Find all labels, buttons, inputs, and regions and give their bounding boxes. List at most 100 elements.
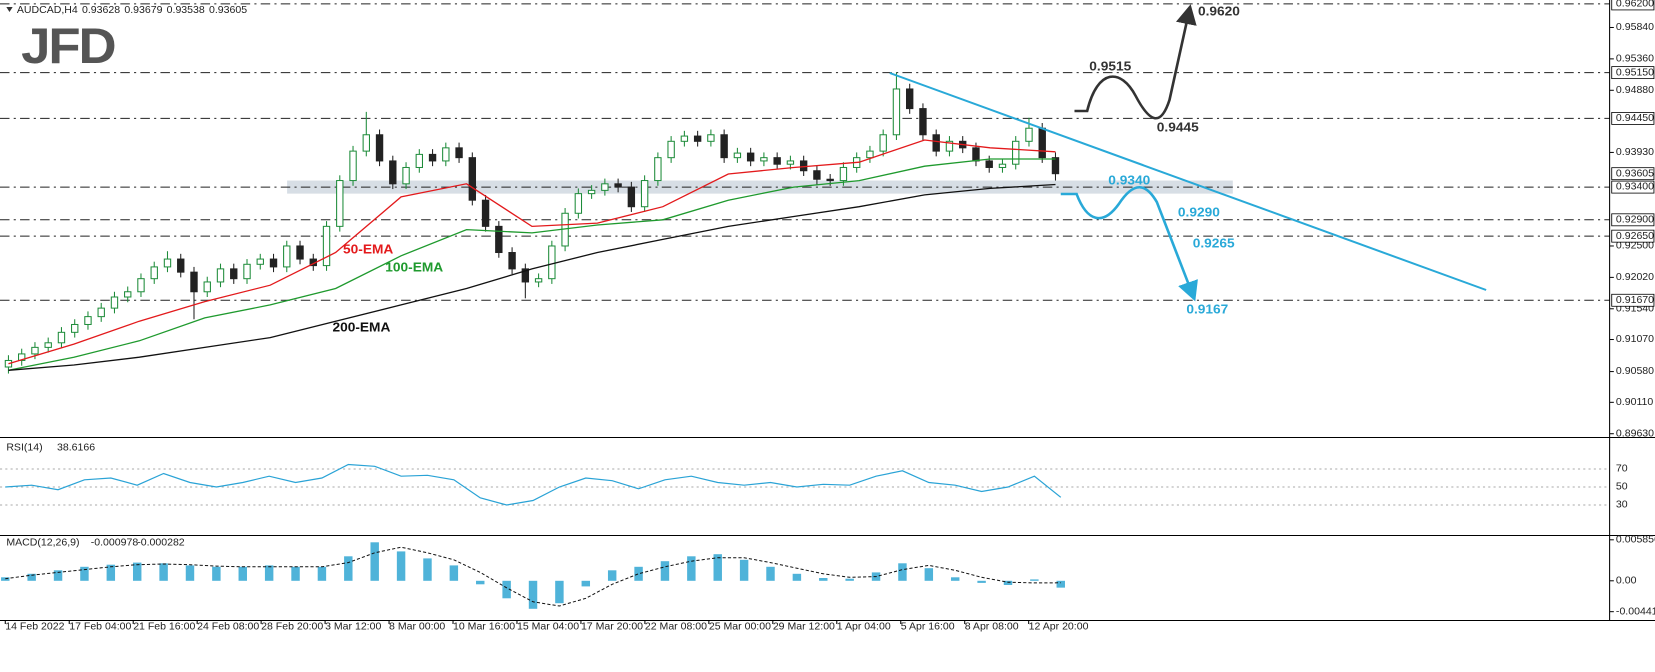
candle-body	[296, 245, 304, 260]
candle-body	[601, 183, 609, 191]
level-annotation: 0.9515	[1089, 59, 1132, 74]
x-tick-label: 29 Mar 12:00	[773, 622, 835, 633]
macd-bar	[238, 566, 247, 581]
y-tick-label: 0.94880	[1616, 85, 1654, 96]
level-label-box	[1611, 112, 1655, 125]
candle-body	[44, 342, 52, 348]
x-tick-label: 17 Feb 04:00	[69, 622, 131, 633]
candle-body	[4, 359, 13, 368]
ohlc-value: 0.93538	[167, 5, 205, 16]
level-annotation: 0.9290	[1178, 205, 1220, 220]
y-tick-label: 0.95840	[1616, 22, 1654, 33]
x-tick-label: 15 Mar 04:00	[517, 622, 579, 633]
y-tick-label: 0.91070	[1616, 334, 1654, 345]
macd-bar	[845, 578, 854, 581]
x-tick-label: 8 Mar 00:00	[389, 622, 446, 633]
candle-body	[269, 258, 278, 268]
level-label: 0.96200	[1616, 0, 1654, 9]
candle-body	[495, 225, 503, 254]
x-tick-label: 8 Apr 08:00	[965, 622, 1019, 633]
macd-bar	[819, 578, 828, 581]
candle-body	[640, 180, 649, 208]
level-label-box	[1611, 0, 1655, 11]
indicator-value: -0.000978	[91, 538, 139, 549]
macd-bar	[950, 577, 960, 581]
y-tick-label: 0.90110	[1616, 397, 1654, 408]
support-zone	[287, 180, 1233, 194]
macd-bar	[792, 573, 802, 581]
ohlc-value: 0.93628	[82, 5, 120, 16]
candle-body	[866, 150, 874, 159]
candle-body	[31, 346, 39, 355]
y-tick-label: 0.00	[1616, 576, 1637, 587]
ema-line	[8, 158, 1056, 371]
candle-body	[548, 245, 556, 280]
x-tick-label: 10 Mar 16:00	[453, 622, 515, 633]
macd-bar	[607, 570, 617, 581]
macd-bar	[924, 568, 934, 581]
candle-body	[786, 160, 795, 165]
x-tick-label: 17 Mar 20:00	[581, 622, 643, 633]
candle-body	[84, 316, 92, 325]
level-label-box	[1611, 66, 1655, 80]
y-tick-label: 0.93930	[1616, 147, 1654, 158]
macd-bar	[80, 566, 89, 581]
level-annotation: 0.9620	[1198, 4, 1240, 19]
macd-bar	[977, 580, 986, 583]
y-tick-label: 0.91540	[1616, 304, 1654, 315]
candle-body	[230, 268, 238, 280]
candle-body	[389, 160, 397, 185]
candle-body	[972, 147, 980, 162]
zone-layer	[287, 180, 1233, 194]
macd-bar	[1030, 579, 1039, 581]
bullish-scenario	[1074, 4, 1197, 120]
candle-body	[799, 160, 808, 172]
symbol-header: AUDCAD,H4 0.93628 0.93679 0.93538 0.93605	[17, 5, 247, 16]
candle-body	[203, 281, 211, 293]
candle-body	[336, 180, 344, 227]
candle-body	[322, 225, 331, 267]
macd-bar	[634, 566, 643, 581]
candle-body	[150, 266, 158, 280]
level-label: 0.93400	[1616, 182, 1654, 193]
indicator-value: 38.6166	[57, 443, 95, 454]
macd-bar	[555, 580, 564, 604]
candle-body	[919, 108, 927, 136]
candle-body	[97, 307, 105, 318]
y-tick-label: -0.004411	[1616, 607, 1655, 618]
macd-bar	[212, 566, 221, 581]
dropdown-icon	[6, 7, 13, 12]
candle-body	[627, 186, 636, 208]
x-tick-label: 21 Feb 16:00	[133, 622, 195, 633]
candle-body	[283, 245, 291, 268]
x-tick-label: 1 Apr 04:00	[837, 622, 891, 633]
last-price-box	[1611, 167, 1655, 181]
x-tick-label: 25 Mar 00:00	[709, 622, 771, 633]
ohlc-value: 0.93679	[124, 5, 162, 16]
candle-body	[879, 134, 887, 152]
candle-body	[57, 331, 66, 344]
level-annotation: 0.9445	[1157, 120, 1200, 135]
ema-line	[8, 183, 1056, 371]
y-tick-label: 0.92500	[1616, 241, 1654, 252]
candle-body	[773, 157, 781, 165]
candle-body	[746, 152, 755, 162]
macd-bar	[898, 563, 907, 581]
candle-body	[574, 193, 583, 214]
macd-bar	[106, 564, 116, 581]
candle-body	[945, 140, 954, 152]
ohlc-value: 0.93605	[209, 5, 247, 16]
macd-bar	[344, 556, 353, 581]
macd-bar	[502, 580, 511, 599]
x-tick-label: 14 Feb 2022	[5, 622, 64, 633]
candle-body	[481, 199, 490, 227]
level-label: 0.94450	[1616, 113, 1654, 124]
candle-body	[256, 258, 264, 265]
macd-bar	[713, 554, 722, 581]
candle-body	[813, 170, 821, 180]
candle-body	[839, 166, 848, 182]
y-tick-label: 0.90580	[1616, 366, 1654, 377]
last-price-label: 0.93605	[1616, 169, 1654, 180]
